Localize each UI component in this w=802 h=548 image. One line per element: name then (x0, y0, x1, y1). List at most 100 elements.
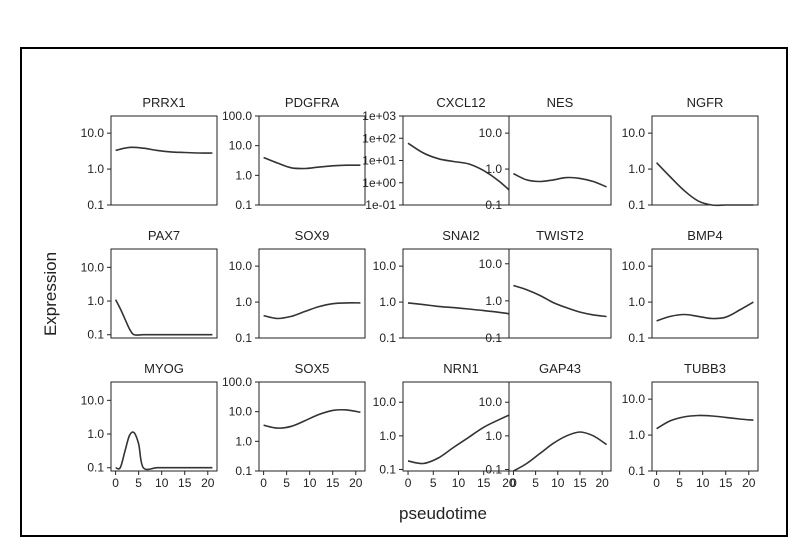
panel-box (258, 248, 366, 339)
x-tick-label: 10 (696, 476, 710, 490)
panel-box (651, 115, 759, 206)
y-tick-label: 0.1 (87, 328, 104, 342)
panel-title: BMP4 (687, 228, 722, 243)
panel-title: PDGFRA (285, 95, 340, 110)
x-tick-label: 5 (532, 476, 539, 490)
x-tick-label: 5 (135, 476, 142, 490)
y-tick-label: 0.1 (87, 461, 104, 475)
panel-title: SOX9 (295, 228, 330, 243)
x-tick-label: 0 (112, 476, 119, 490)
series-line (656, 301, 754, 322)
series-line (407, 142, 515, 196)
y-tick-label: 1.0 (379, 429, 396, 443)
panel-title: PAX7 (148, 228, 180, 243)
y-tick-label: 1.0 (628, 295, 645, 309)
series-line (263, 156, 361, 170)
x-tick-label: 15 (178, 476, 192, 490)
y-tick-label: 0.1 (485, 462, 502, 476)
y-tick-label: 0.1 (235, 331, 252, 345)
x-tick-label: 20 (349, 476, 363, 490)
y-tick-label: 10.0 (479, 126, 503, 140)
panel-bmp4: BMP4 0.1 1.0 10.0 (622, 228, 759, 345)
x-tick-label: 15 (477, 476, 491, 490)
panel-box (651, 381, 759, 472)
panel-pax7: PAX7 0.1 1.0 10.0 (81, 228, 218, 342)
panel-box (651, 248, 759, 339)
panel-box (258, 381, 366, 472)
series-line (656, 414, 754, 430)
x-tick-label: 20 (742, 476, 756, 490)
y-tick-label: 0.1 (235, 198, 252, 212)
x-tick-label: 0 (405, 476, 412, 490)
x-tick-label: 10 (303, 476, 317, 490)
panel-box (110, 381, 218, 472)
x-axis-label: pseudotime (399, 504, 487, 523)
panel-title: CXCL12 (436, 95, 485, 110)
y-tick-label: 10.0 (229, 259, 253, 273)
panel-title: SOX5 (295, 361, 330, 376)
series-line (513, 172, 607, 188)
y-tick-label: 10.0 (622, 259, 646, 273)
x-tick-label: 15 (719, 476, 733, 490)
y-tick-label: 1.0 (87, 427, 104, 441)
panel-twist2: TWIST2 0.1 1.0 10.0 (479, 228, 612, 345)
y-tick-label: 0.1 (485, 331, 502, 345)
y-tick-label: 10.0 (479, 257, 503, 271)
y-tick-label: 1.0 (87, 294, 104, 308)
x-tick-label: 10 (452, 476, 466, 490)
panel-title: MYOG (144, 361, 184, 376)
x-tick-label: 20 (201, 476, 215, 490)
y-tick-label: 1.0 (235, 295, 252, 309)
y-axis-label: Expression (41, 252, 60, 336)
y-tick-label: 10.0 (229, 139, 253, 153)
x-tick-label: 0 (653, 476, 660, 490)
series-line (513, 431, 608, 472)
y-tick-label: 1.0 (379, 295, 396, 309)
y-tick-label: 1.0 (485, 294, 502, 308)
panel-box (258, 115, 366, 206)
y-tick-label: 1e+01 (362, 154, 396, 168)
series-line (656, 162, 754, 207)
series-line (513, 284, 607, 318)
x-tick-label: 15 (573, 476, 587, 490)
figure-frame: PRRX1 0.1 1.0 10.0 PDGFRA 0.1 1.0 10.0 100.0 CXCL… (20, 47, 788, 537)
panel-title: NGFR (687, 95, 724, 110)
y-tick-label: 1e-01 (365, 198, 396, 212)
y-tick-label: 1.0 (485, 162, 502, 176)
y-tick-label: 100.0 (222, 109, 252, 123)
y-tick-label: 100.0 (222, 375, 252, 389)
panel-box (508, 248, 612, 339)
panel-nrn1: NRN1 0.1 1.0 10.0 0 5 10 15 20 (373, 361, 520, 490)
panel-box (110, 115, 218, 206)
y-tick-label: 0.1 (379, 331, 396, 345)
x-tick-label: 5 (676, 476, 683, 490)
y-tick-label: 0.1 (379, 462, 396, 476)
x-tick-label: 20 (595, 476, 609, 490)
y-tick-label: 0.1 (87, 198, 104, 212)
panel-box (508, 381, 612, 472)
series-line (115, 431, 213, 471)
x-tick-label: 15 (326, 476, 340, 490)
panel-snai2: SNAI2 0.1 1.0 10.0 (373, 228, 520, 345)
panel-tubb3: TUBB3 0.1 1.0 10.0 0 5 10 15 20 (622, 361, 759, 490)
panel-nes: NES 0.1 1.0 10.0 (479, 95, 612, 212)
y-tick-label: 1.0 (235, 168, 252, 182)
y-tick-label: 0.1 (628, 198, 645, 212)
panel-prrx1: PRRX1 0.1 1.0 10.0 (81, 95, 218, 212)
panel-title: GAP43 (539, 361, 581, 376)
panel-title: PRRX1 (142, 95, 185, 110)
y-tick-label: 1.0 (235, 434, 252, 448)
y-tick-label: 10.0 (622, 126, 646, 140)
panel-box (402, 248, 520, 339)
panel-title: TWIST2 (536, 228, 584, 243)
y-tick-label: 1e+00 (362, 176, 396, 190)
y-tick-label: 0.1 (235, 464, 252, 478)
y-tick-label: 0.1 (628, 331, 645, 345)
x-tick-label: 0 (510, 476, 517, 490)
x-tick-label: 20 (502, 476, 516, 490)
x-tick-label: 5 (430, 476, 437, 490)
panel-cxcl12: CXCL12 1e-01 1e+00 1e+01 1e+02 1e+03 (362, 95, 520, 212)
y-tick-label: 10.0 (81, 126, 105, 140)
y-tick-label: 10.0 (81, 260, 105, 274)
series-line (263, 302, 361, 320)
